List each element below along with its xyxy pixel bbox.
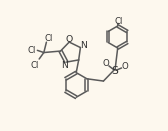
Text: Cl: Cl (27, 46, 36, 55)
Text: Cl: Cl (115, 17, 123, 26)
Text: O: O (65, 35, 72, 44)
Text: N: N (80, 41, 87, 50)
Text: S: S (112, 66, 119, 76)
Text: Cl: Cl (44, 34, 53, 43)
Text: O: O (103, 59, 109, 68)
Text: Cl: Cl (31, 61, 39, 70)
Text: O: O (122, 62, 129, 71)
Text: N: N (61, 61, 68, 70)
